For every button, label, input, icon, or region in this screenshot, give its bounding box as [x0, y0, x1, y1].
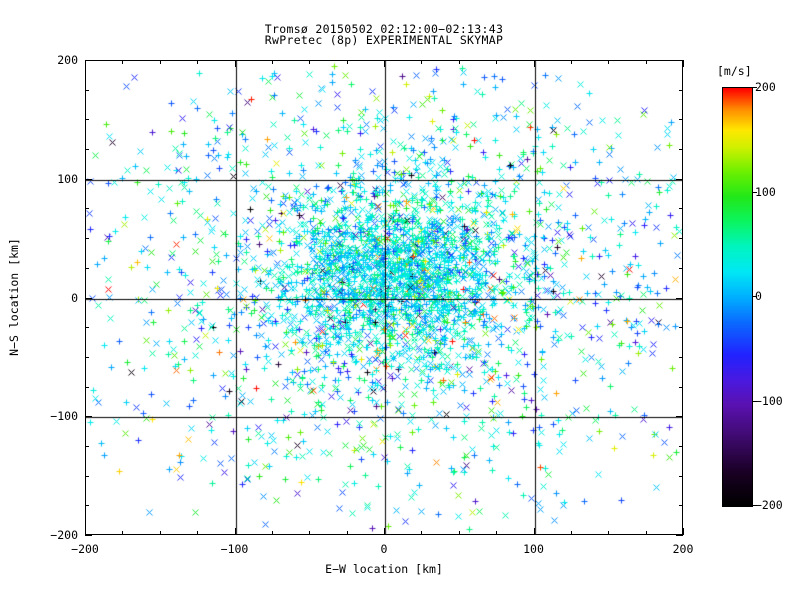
x-tick-bottom	[421, 531, 422, 535]
y-tick-left	[85, 476, 89, 477]
y-tick-right	[676, 179, 683, 180]
figure-title: Tromsø 20150502 02:12:00−02:13:43 RwPret…	[85, 22, 683, 47]
x-axis-tick-label: 0	[380, 542, 388, 556]
y-axis-tick-label: 0	[71, 290, 78, 305]
y-tick-right	[679, 357, 683, 358]
x-tick-top	[608, 60, 609, 64]
x-tick-top	[571, 60, 572, 64]
colorbar-tick-label: −200	[755, 498, 783, 512]
x-tick-bottom	[496, 531, 497, 535]
colorbar-tick-label: 0	[755, 289, 762, 303]
x-tick-top	[534, 60, 535, 67]
y-tick-right	[676, 416, 683, 417]
colorbar-gradient	[722, 87, 753, 507]
y-axis-tick-label: 200	[57, 53, 78, 67]
x-tick-bottom	[683, 528, 684, 535]
x-tick-bottom	[347, 531, 348, 535]
y-tick-right	[679, 327, 683, 328]
x-tick-bottom	[197, 531, 198, 535]
y-tick-left	[85, 298, 92, 299]
y-tick-right	[676, 60, 683, 61]
x-tick-bottom	[608, 531, 609, 535]
y-tick-left	[85, 357, 89, 358]
colorbar-tick-label: −100	[755, 394, 783, 408]
y-tick-left	[85, 119, 89, 120]
y-tick-left	[85, 387, 89, 388]
y-tick-left	[85, 149, 89, 150]
y-tick-left	[85, 268, 89, 269]
y-tick-right	[679, 238, 683, 239]
colorbar	[722, 87, 753, 507]
x-axis-tick-label: 100	[523, 542, 544, 556]
y-tick-left	[85, 238, 89, 239]
x-axis-title: E−W location [km]	[325, 562, 443, 576]
x-tick-bottom	[160, 531, 161, 535]
y-axis-title: N−S location [km]	[7, 238, 21, 356]
colorbar-tick	[752, 401, 757, 402]
x-tick-top	[272, 60, 273, 64]
plot-area	[85, 60, 683, 535]
x-tick-bottom	[85, 528, 86, 535]
x-tick-top	[85, 60, 86, 67]
x-tick-top	[459, 60, 460, 64]
y-tick-left	[85, 90, 89, 91]
x-tick-top	[122, 60, 123, 64]
x-tick-bottom	[235, 528, 236, 535]
y-tick-left	[85, 416, 92, 417]
y-tick-right	[679, 476, 683, 477]
x-axis-tick-label: −100	[220, 542, 249, 556]
y-tick-right	[679, 208, 683, 209]
y-tick-left	[85, 535, 92, 536]
x-tick-top	[160, 60, 161, 64]
y-axis-tick-label: −100	[50, 409, 78, 424]
x-tick-top	[235, 60, 236, 67]
x-tick-top	[347, 60, 348, 64]
colorbar-tick	[752, 505, 757, 506]
x-tick-bottom	[571, 531, 572, 535]
scatter-plot-canvas	[86, 61, 682, 534]
title-line-1: Tromsø 20150502 02:12:00−02:13:43	[264, 22, 504, 36]
x-tick-top	[646, 60, 647, 64]
y-tick-right	[679, 90, 683, 91]
y-tick-left	[85, 208, 89, 209]
x-tick-top	[197, 60, 198, 64]
colorbar-unit-label: [m/s]	[717, 64, 752, 78]
y-tick-right	[679, 505, 683, 506]
y-tick-right	[676, 535, 683, 536]
y-tick-right	[679, 268, 683, 269]
colorbar-tick-label: 200	[755, 80, 776, 94]
y-tick-right	[679, 149, 683, 150]
title-line-2: RwPretec (8p) EXPERIMENTAL SKYMAP	[264, 33, 504, 47]
x-tick-bottom	[122, 531, 123, 535]
x-tick-bottom	[272, 531, 273, 535]
x-tick-bottom	[384, 528, 385, 535]
x-tick-bottom	[309, 531, 310, 535]
x-axis-tick-label: 200	[672, 542, 694, 556]
x-tick-top	[421, 60, 422, 64]
y-axis-tick-label: −200	[50, 528, 78, 542]
x-tick-bottom	[534, 528, 535, 535]
y-tick-right	[679, 119, 683, 120]
colorbar-tick-label: 100	[755, 185, 776, 199]
y-tick-left	[85, 446, 89, 447]
x-tick-top	[496, 60, 497, 64]
x-tick-bottom	[459, 531, 460, 535]
x-tick-top	[309, 60, 310, 64]
y-tick-left	[85, 327, 89, 328]
y-tick-left	[85, 505, 89, 506]
y-tick-right	[679, 387, 683, 388]
colorbar-tick	[752, 87, 757, 88]
x-tick-bottom	[646, 531, 647, 535]
y-tick-right	[676, 298, 683, 299]
y-tick-right	[679, 446, 683, 447]
x-axis-tick-label: −200	[71, 542, 99, 556]
y-axis-tick-label: 100	[57, 171, 78, 186]
colorbar-tick	[752, 296, 757, 297]
y-tick-left	[85, 60, 92, 61]
x-tick-top	[384, 60, 385, 67]
colorbar-tick	[752, 192, 757, 193]
x-tick-top	[683, 60, 684, 67]
y-tick-left	[85, 179, 92, 180]
